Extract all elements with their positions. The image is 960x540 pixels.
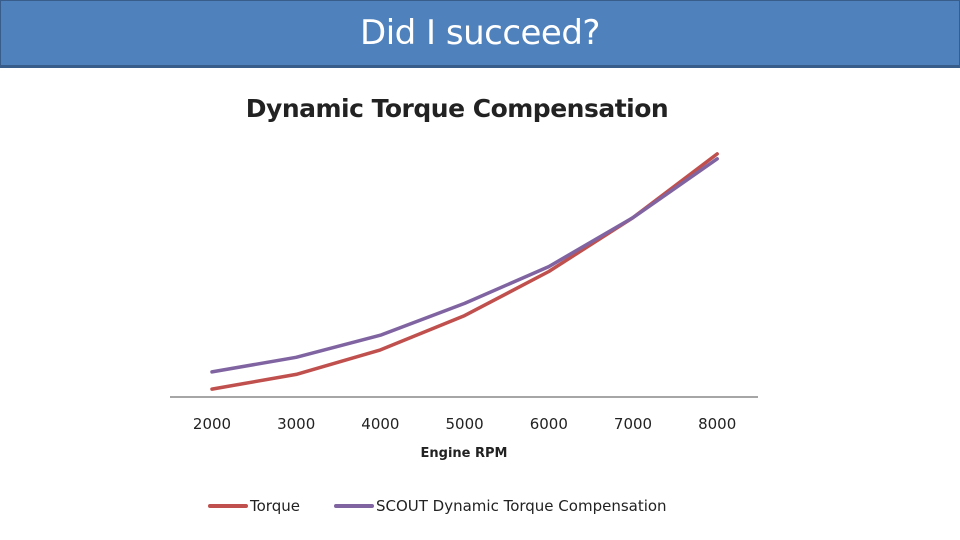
slide-title: Did I succeed? (360, 13, 600, 53)
x-tick-label: 8000 (698, 415, 736, 433)
series-line (210, 152, 719, 391)
x-tick-label: 3000 (277, 415, 315, 433)
legend-label-torque: Torque (250, 497, 300, 515)
x-tick-label: 2000 (193, 415, 231, 433)
x-tick-label: 6000 (530, 415, 568, 433)
legend-label-scout: SCOUT Dynamic Torque Compensation (375, 497, 667, 515)
x-tick-label: 4000 (361, 415, 399, 433)
chart-legend: Torque SCOUT Dynamic Torque Compensation (208, 497, 701, 515)
slide-title-bar: Did I succeed? (0, 0, 960, 68)
x-tick-labels: 2000 3000 4000 5000 6000 7000 8000 (193, 415, 736, 433)
series-line (210, 157, 719, 374)
legend-item-torque: Torque (208, 497, 300, 515)
series-lines (210, 152, 719, 391)
x-tick-label: 5000 (446, 415, 484, 433)
x-axis-label: Engine RPM (421, 446, 508, 461)
x-tick-label: 7000 (614, 415, 652, 433)
legend-swatch-scout (333, 504, 374, 508)
chart-title: Dynamic Torque Compensation (245, 94, 669, 123)
legend-swatch-torque (208, 504, 248, 508)
legend-item-scout: SCOUT Dynamic Torque Compensation (333, 497, 667, 515)
